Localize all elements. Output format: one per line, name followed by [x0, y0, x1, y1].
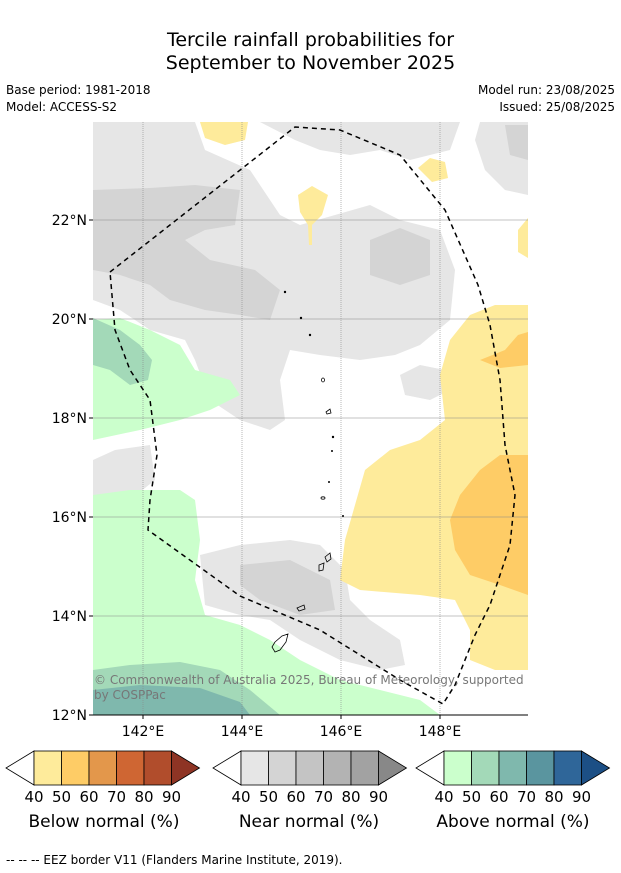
colorbar-above-normal: [415, 750, 611, 786]
above-colorbar-max-arrow: [581, 750, 611, 786]
lat-label-22: 22°N: [52, 213, 87, 229]
near-normal-50-region-ne: [505, 125, 528, 160]
colorbar-below-label: Below normal (%): [28, 812, 180, 832]
below-colorbar-tick-label: 80: [134, 788, 154, 806]
above-colorbar-tick-label: 40: [434, 788, 454, 806]
copyright-line1: © Commonwealth of Australia 2025, Bureau…: [94, 673, 524, 687]
above-colorbar-tick-label: 50: [461, 788, 482, 806]
colorbar-near-normal: [212, 750, 408, 786]
near-colorbar-tick-label: 70: [313, 788, 334, 806]
near-normal-region-top: [260, 122, 460, 160]
near-colorbar-min-arrow: [212, 750, 242, 786]
near-colorbar-segment: [323, 750, 352, 786]
model-name: Model: ACCESS-S2: [6, 100, 118, 114]
title-line2: September to November 2025: [165, 52, 456, 74]
issued-date: Issued: 25/08/2025: [499, 100, 615, 114]
lon-label-146: 146°E: [320, 724, 363, 740]
below-colorbar-tick-label: 50: [51, 788, 72, 806]
near-colorbar-segment: [350, 750, 379, 786]
gridlines: [93, 122, 528, 715]
above-colorbar-segment: [443, 750, 472, 786]
copyright-line2: by COSPPac: [94, 688, 166, 702]
below-colorbar-segment: [116, 750, 145, 786]
near-colorbar-tick-label: 50: [258, 788, 279, 806]
above-normal-region-south: [93, 490, 440, 715]
below-normal-50-region: [450, 455, 528, 595]
below-colorbar-tick-label: 70: [106, 788, 127, 806]
lat-label-16: 16°N: [52, 510, 87, 526]
base-period: Base period: 1981-2018: [6, 83, 151, 97]
below-colorbar-tick-label: 40: [24, 788, 44, 806]
lon-label-144: 144°E: [221, 724, 264, 740]
lat-label-14: 14°N: [52, 609, 87, 625]
below-normal-region-e: [518, 218, 528, 258]
below-normal-region-top: [200, 122, 248, 145]
lon-label-142: 142°E: [122, 724, 165, 740]
colorbar-near-label: Near normal (%): [238, 812, 380, 832]
above-normal-60-region-south: [93, 685, 250, 715]
below-colorbar-segment: [33, 750, 62, 786]
near-normal-50-region: [93, 185, 280, 320]
near-colorbar-segment: [240, 750, 269, 786]
lat-label-12: 12°N: [52, 708, 87, 724]
below-normal-50-region-2: [480, 332, 528, 368]
x-axis-ticks: [142, 715, 441, 719]
near-colorbar-segment: [295, 750, 324, 786]
lat-label-20: 20°N: [52, 312, 87, 328]
title-line1: Tercile rainfall probabilities for: [166, 29, 455, 51]
near-colorbar-tick-label: 60: [286, 788, 306, 806]
islands: [271, 290, 344, 653]
above-colorbar-segment: [526, 750, 555, 786]
below-colorbar-segment: [88, 750, 117, 786]
above-colorbar-tick-label: 80: [544, 788, 564, 806]
above-colorbar-segment: [498, 750, 527, 786]
below-normal-region: [340, 305, 528, 670]
map-plot-area: [93, 122, 528, 715]
colorbar-above-label: Above normal (%): [436, 812, 590, 832]
above-colorbar-segment: [471, 750, 500, 786]
below-normal-region-plume: [298, 186, 328, 245]
above-colorbar-min-arrow: [415, 750, 445, 786]
lon-label-148: 148°E: [419, 724, 462, 740]
below-colorbar-max-arrow: [171, 750, 201, 786]
below-colorbar-tick-label: 60: [79, 788, 99, 806]
near-normal-50-region-2: [370, 228, 430, 285]
model-run: Model run: 23/08/2025: [477, 83, 615, 97]
above-colorbar-tick-label: 60: [489, 788, 509, 806]
eez-border: [109, 126, 516, 706]
colorbar-below-normal: [5, 750, 201, 786]
near-normal-50-region-s: [240, 560, 335, 615]
lat-label-18: 18°N: [52, 411, 87, 427]
above-normal-50-region: [93, 318, 152, 385]
below-colorbar-segment: [143, 750, 172, 786]
below-colorbar-segment: [61, 750, 90, 786]
near-colorbar-max-arrow: [378, 750, 408, 786]
footer-eez-note: -- -- -- EEZ border V11 (Flanders Marine…: [6, 853, 343, 867]
near-colorbar-tick-label: 80: [341, 788, 361, 806]
near-colorbar-segment: [268, 750, 297, 786]
below-normal-region-nw: [418, 158, 448, 182]
near-colorbar-tick-label: 90: [368, 788, 389, 806]
above-colorbar-tick-label: 70: [516, 788, 537, 806]
above-colorbar-tick-label: 90: [571, 788, 592, 806]
near-normal-region-mid: [400, 365, 450, 400]
y-axis-ticks: [89, 219, 93, 716]
below-colorbar-tick-label: 90: [161, 788, 182, 806]
near-colorbar-tick-label: 40: [231, 788, 251, 806]
below-colorbar-min-arrow: [5, 750, 35, 786]
above-colorbar-segment: [553, 750, 582, 786]
